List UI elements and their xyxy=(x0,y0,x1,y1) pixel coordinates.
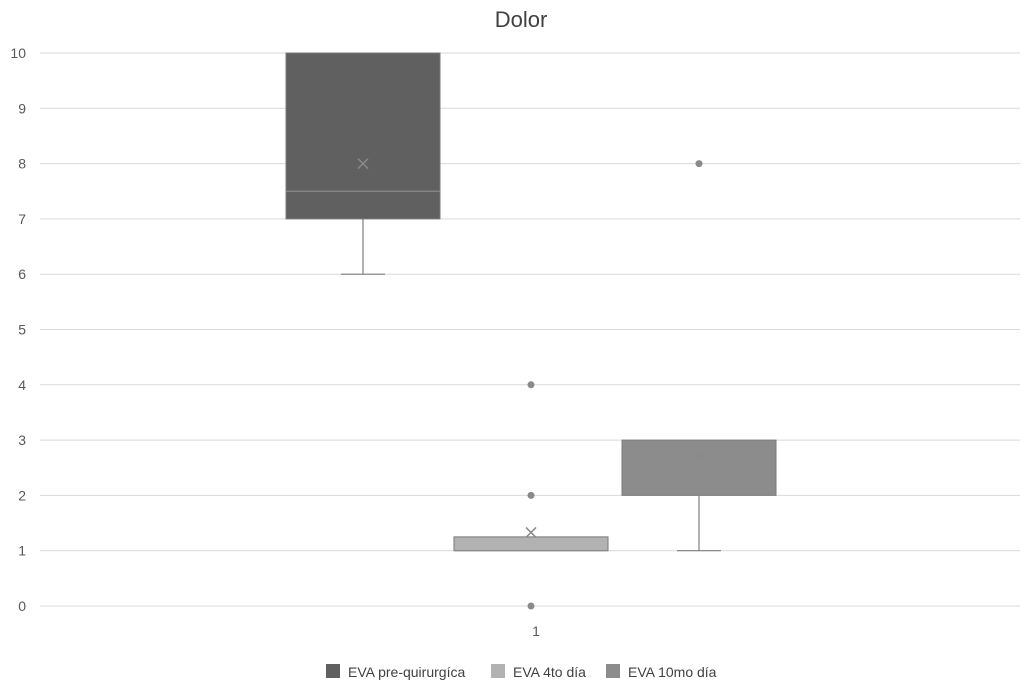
legend: EVA pre-quirurgíca EVA 4to día EVA 10mo dí… xyxy=(326,664,717,680)
legend-swatch xyxy=(606,664,620,678)
x-axis-ticks: 1 xyxy=(532,623,540,639)
mean-marker xyxy=(693,451,705,463)
chart-title: Dolor xyxy=(495,7,548,32)
outlier-point xyxy=(695,160,703,168)
legend-label: EVA 4to día xyxy=(513,664,586,680)
outlier-point xyxy=(527,602,535,610)
legend-label: EVA 10mo día xyxy=(628,664,717,680)
mean-marker xyxy=(357,158,369,170)
y-tick-label: 7 xyxy=(18,211,26,227)
y-tick-label: 5 xyxy=(18,322,26,338)
box-series-group xyxy=(285,52,777,610)
y-tick-label: 6 xyxy=(18,266,26,282)
y-axis-ticks: 0 1 2 3 4 5 6 7 8 9 10 xyxy=(10,45,26,614)
gridlines xyxy=(40,52,1020,607)
y-tick-label: 2 xyxy=(18,487,26,503)
box-series xyxy=(453,381,609,610)
y-tick-label: 1 xyxy=(18,543,26,559)
outlier-point xyxy=(527,491,535,499)
box xyxy=(453,536,609,552)
legend-label: EVA pre-quirurgíca xyxy=(348,664,465,680)
box xyxy=(285,52,441,220)
box xyxy=(621,439,777,496)
outlier-point xyxy=(527,381,535,389)
y-tick-label: 0 xyxy=(18,598,26,614)
y-tick-label: 4 xyxy=(18,377,26,393)
y-tick-label: 3 xyxy=(18,432,26,448)
box-series xyxy=(285,52,441,275)
y-tick-label: 8 xyxy=(18,156,26,172)
legend-swatch xyxy=(326,664,340,678)
y-tick-label: 9 xyxy=(18,100,26,116)
mean-marker xyxy=(525,526,537,538)
legend-swatch xyxy=(491,664,505,678)
box-series xyxy=(621,160,777,552)
y-tick-label: 10 xyxy=(10,45,26,61)
x-tick-label: 1 xyxy=(532,623,540,639)
